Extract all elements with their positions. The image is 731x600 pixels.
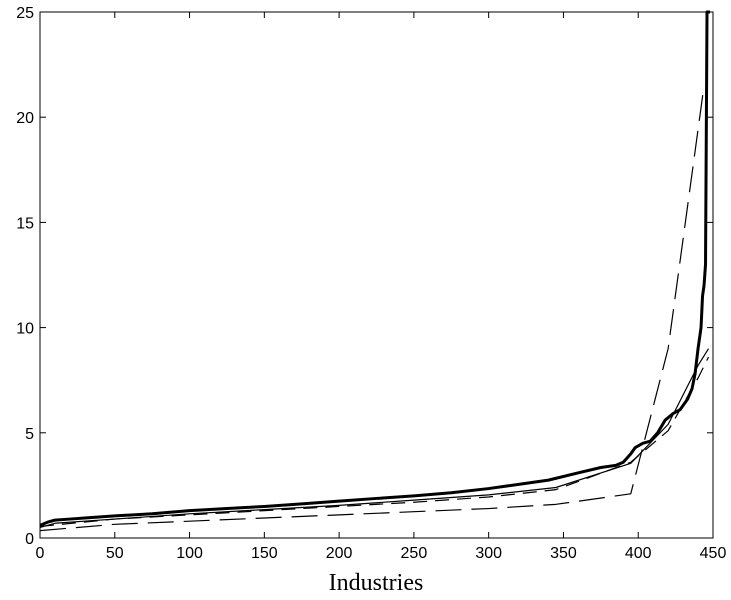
plot-area bbox=[39, 11, 714, 539]
y-tick-label: 20 bbox=[16, 110, 34, 127]
x-tick-label: 0 bbox=[36, 545, 45, 562]
x-tick-label: 250 bbox=[401, 545, 428, 562]
y-tick-label: 25 bbox=[16, 5, 34, 22]
series-lines bbox=[39, 10, 711, 532]
series-line-1-thick-solid bbox=[39, 10, 711, 527]
x-tick-label: 400 bbox=[625, 545, 652, 562]
y-tick-label: 10 bbox=[16, 321, 34, 338]
x-tick-label: 50 bbox=[106, 545, 124, 562]
x-tick-label: 150 bbox=[251, 545, 278, 562]
y-tick-label: 5 bbox=[25, 426, 34, 443]
x-tick-label: 200 bbox=[326, 545, 353, 562]
x-tick-label: 300 bbox=[475, 545, 502, 562]
x-tick-label: 100 bbox=[176, 545, 203, 562]
x-tick-label: 450 bbox=[700, 545, 727, 562]
tick-labels: 0 50 100 150 200 250 300 350 400 450 0 5 10 15 20 25 bbox=[16, 5, 726, 562]
series-line-3-long-dash bbox=[39, 85, 705, 532]
y-tick-label: 15 bbox=[16, 215, 34, 232]
y-tick-label: 0 bbox=[25, 531, 34, 548]
axis-ticks bbox=[39, 11, 714, 539]
x-axis-label: Industries bbox=[329, 570, 424, 596]
x-tick-label: 350 bbox=[550, 545, 577, 562]
series-line-4-dash bbox=[39, 356, 710, 528]
